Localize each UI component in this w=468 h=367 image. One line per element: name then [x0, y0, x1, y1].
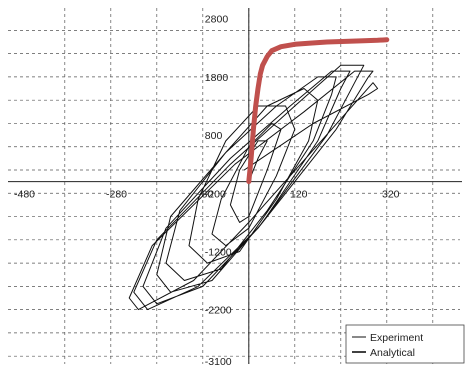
legend-label-analytical: Analytical: [370, 347, 415, 359]
grid: [8, 8, 460, 364]
legend-label-experiment: Experiment: [370, 332, 423, 344]
axes: [8, 8, 462, 364]
x-tick-label: 320: [382, 189, 400, 201]
y-tick-label: -2200: [205, 305, 232, 317]
legend: Experiment Analytical: [345, 324, 465, 364]
series-line-analytical: [246, 37, 390, 185]
y-tick-label: 1800: [205, 72, 229, 84]
x-tick-label: -80: [198, 189, 213, 201]
x-tick-label: 120: [290, 189, 308, 201]
y-tick-label: -1200: [205, 246, 232, 258]
x-tick-label: -480: [14, 189, 35, 201]
series-layer: [128, 37, 390, 311]
legend-box: [345, 324, 465, 364]
x-tick-label: -280: [106, 189, 127, 201]
y-tick-label: -3100: [205, 356, 232, 367]
y-tick-label: 2800: [205, 14, 229, 26]
series-line-experiment: [128, 64, 379, 311]
y-tick-label: 800: [205, 130, 223, 142]
y-tick-label: -200: [205, 188, 226, 200]
tick-labels: -480 -280 -80 120 320 2800 1800 800 -200…: [14, 14, 400, 367]
